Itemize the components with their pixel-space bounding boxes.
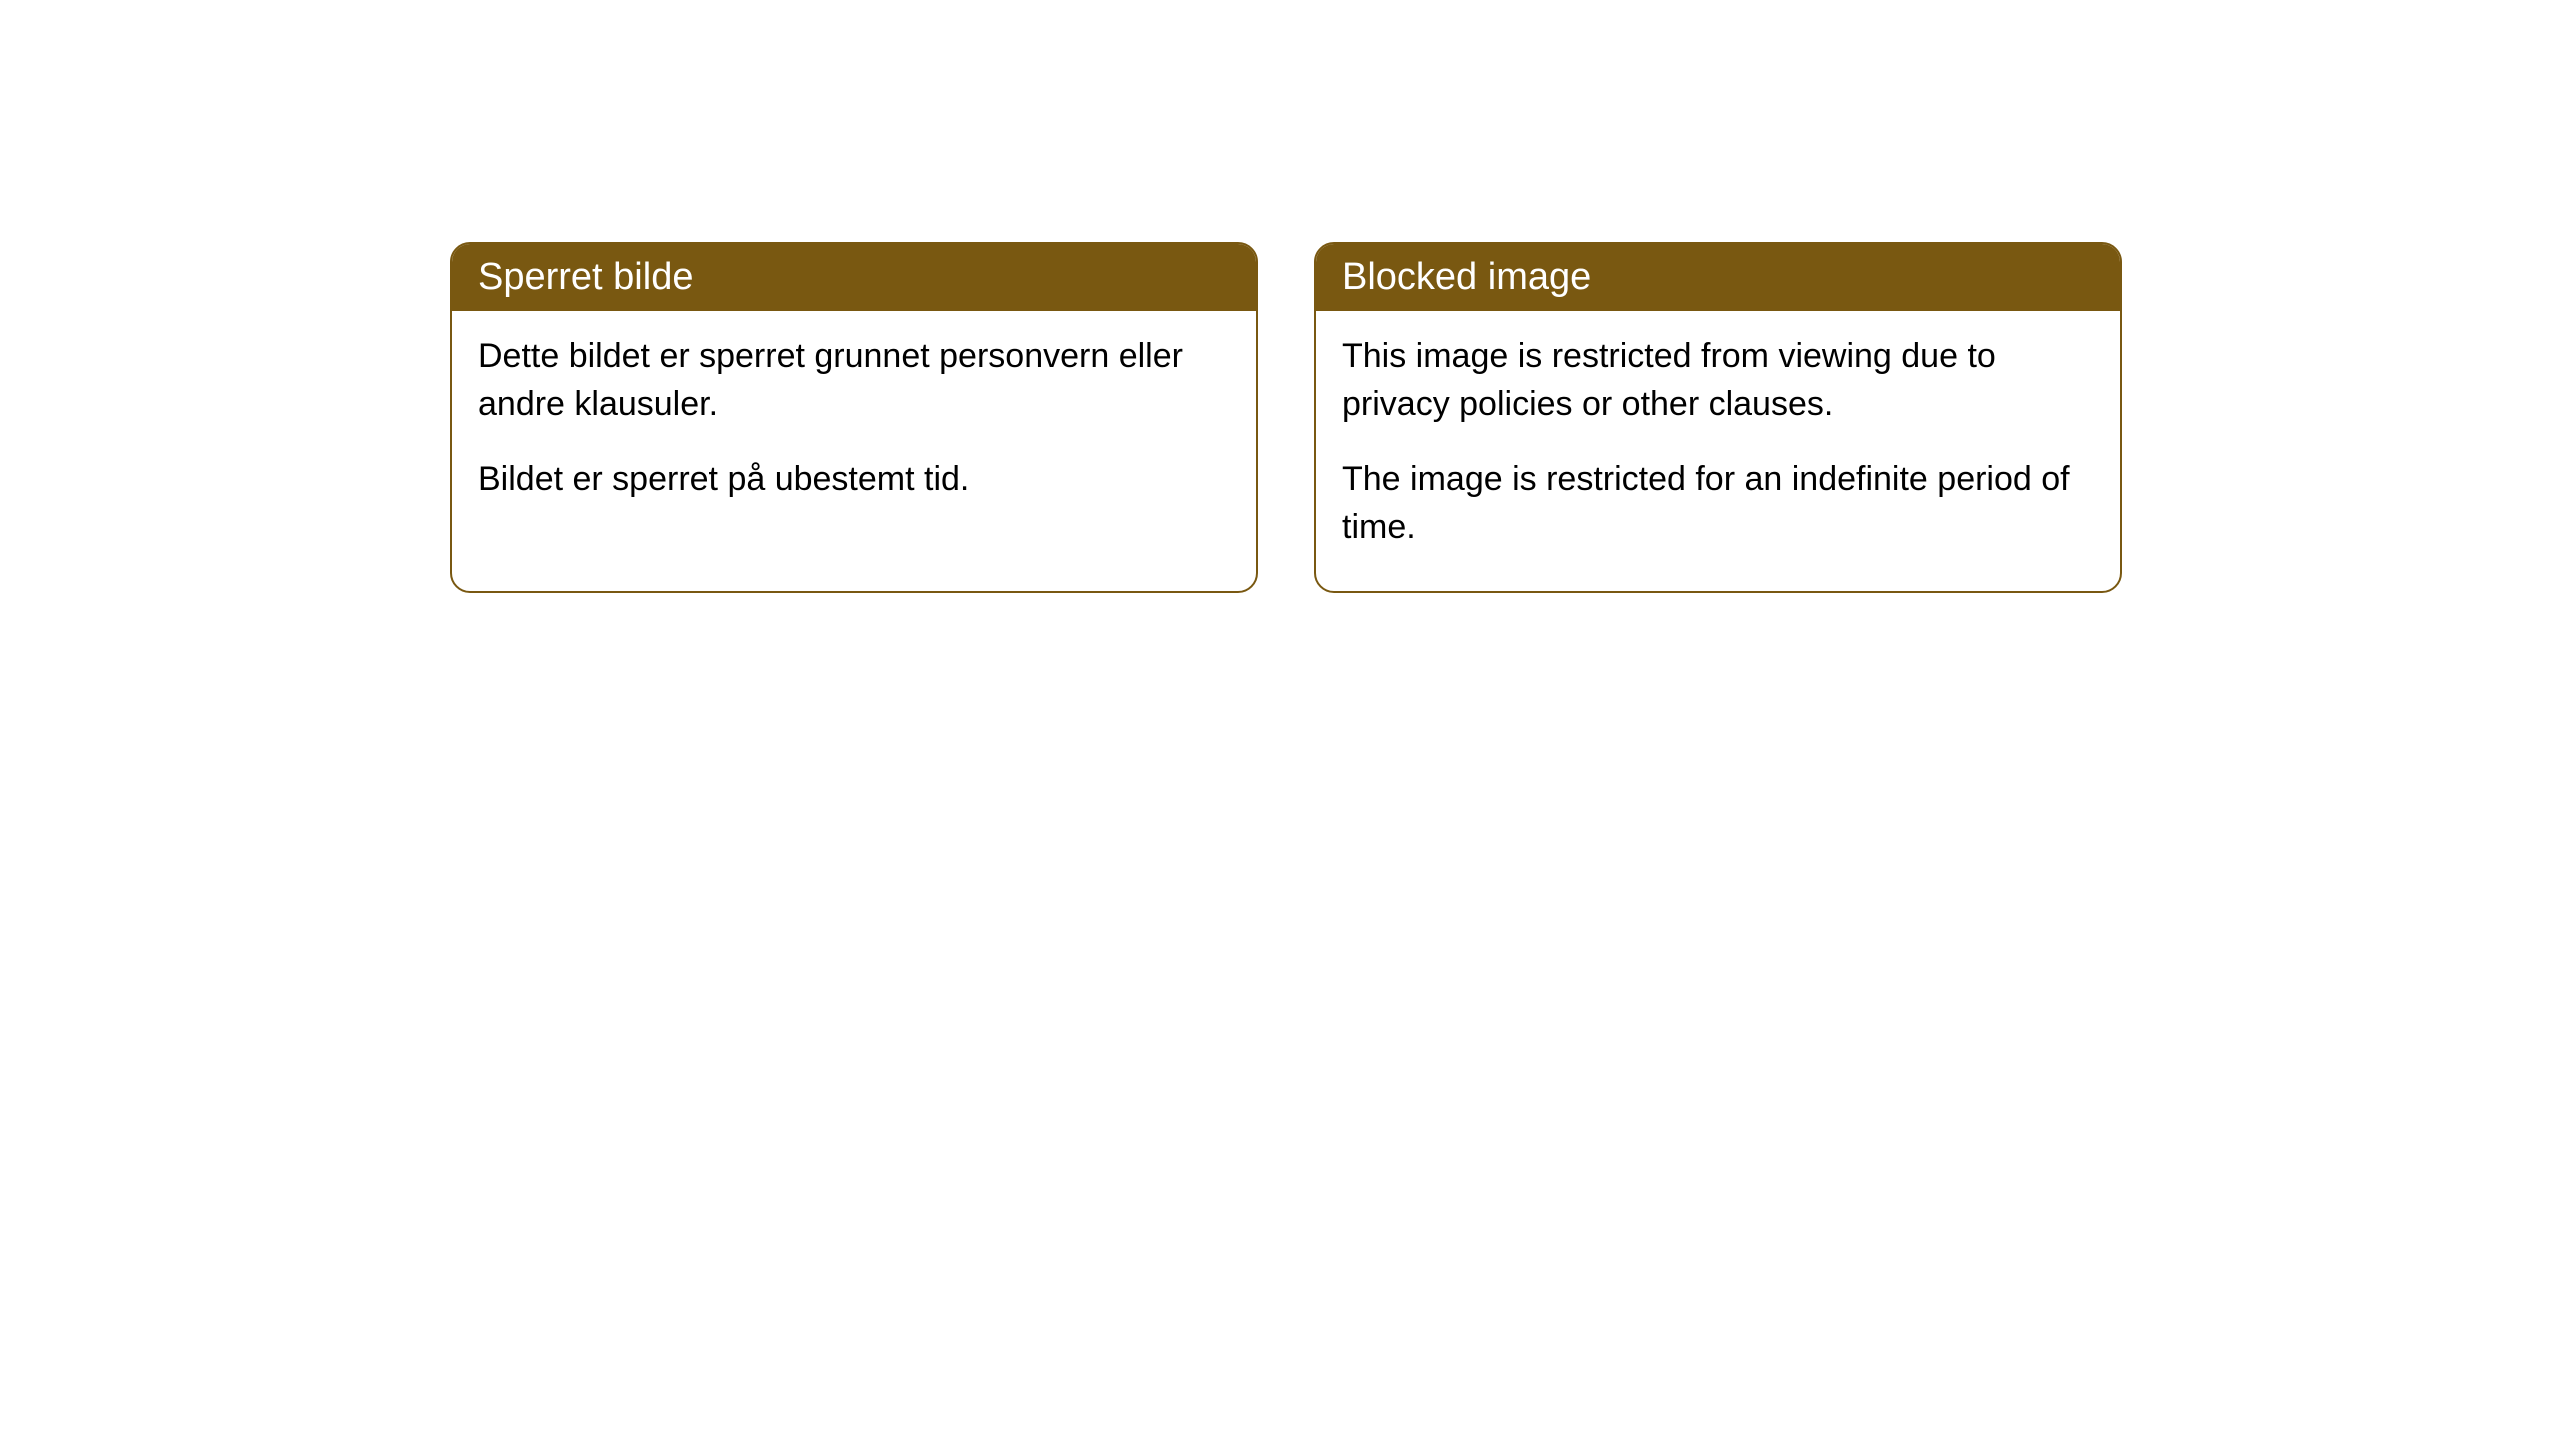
card-paragraph: Dette bildet er sperret grunnet personve… — [478, 333, 1230, 428]
card-title: Sperret bilde — [478, 256, 693, 298]
card-paragraph: This image is restricted from viewing du… — [1342, 333, 2094, 428]
notice-card-english: Blocked image This image is restricted f… — [1314, 242, 2122, 593]
card-header-norwegian: Sperret bilde — [452, 244, 1256, 311]
card-paragraph: Bildet er sperret på ubestemt tid. — [478, 456, 1230, 504]
card-body-english: This image is restricted from viewing du… — [1316, 311, 2120, 591]
card-header-english: Blocked image — [1316, 244, 2120, 311]
card-paragraph: The image is restricted for an indefinit… — [1342, 456, 2094, 551]
card-title: Blocked image — [1342, 256, 1591, 298]
notice-cards-container: Sperret bilde Dette bildet er sperret gr… — [450, 242, 2122, 593]
card-body-norwegian: Dette bildet er sperret grunnet personve… — [452, 311, 1256, 544]
notice-card-norwegian: Sperret bilde Dette bildet er sperret gr… — [450, 242, 1258, 593]
